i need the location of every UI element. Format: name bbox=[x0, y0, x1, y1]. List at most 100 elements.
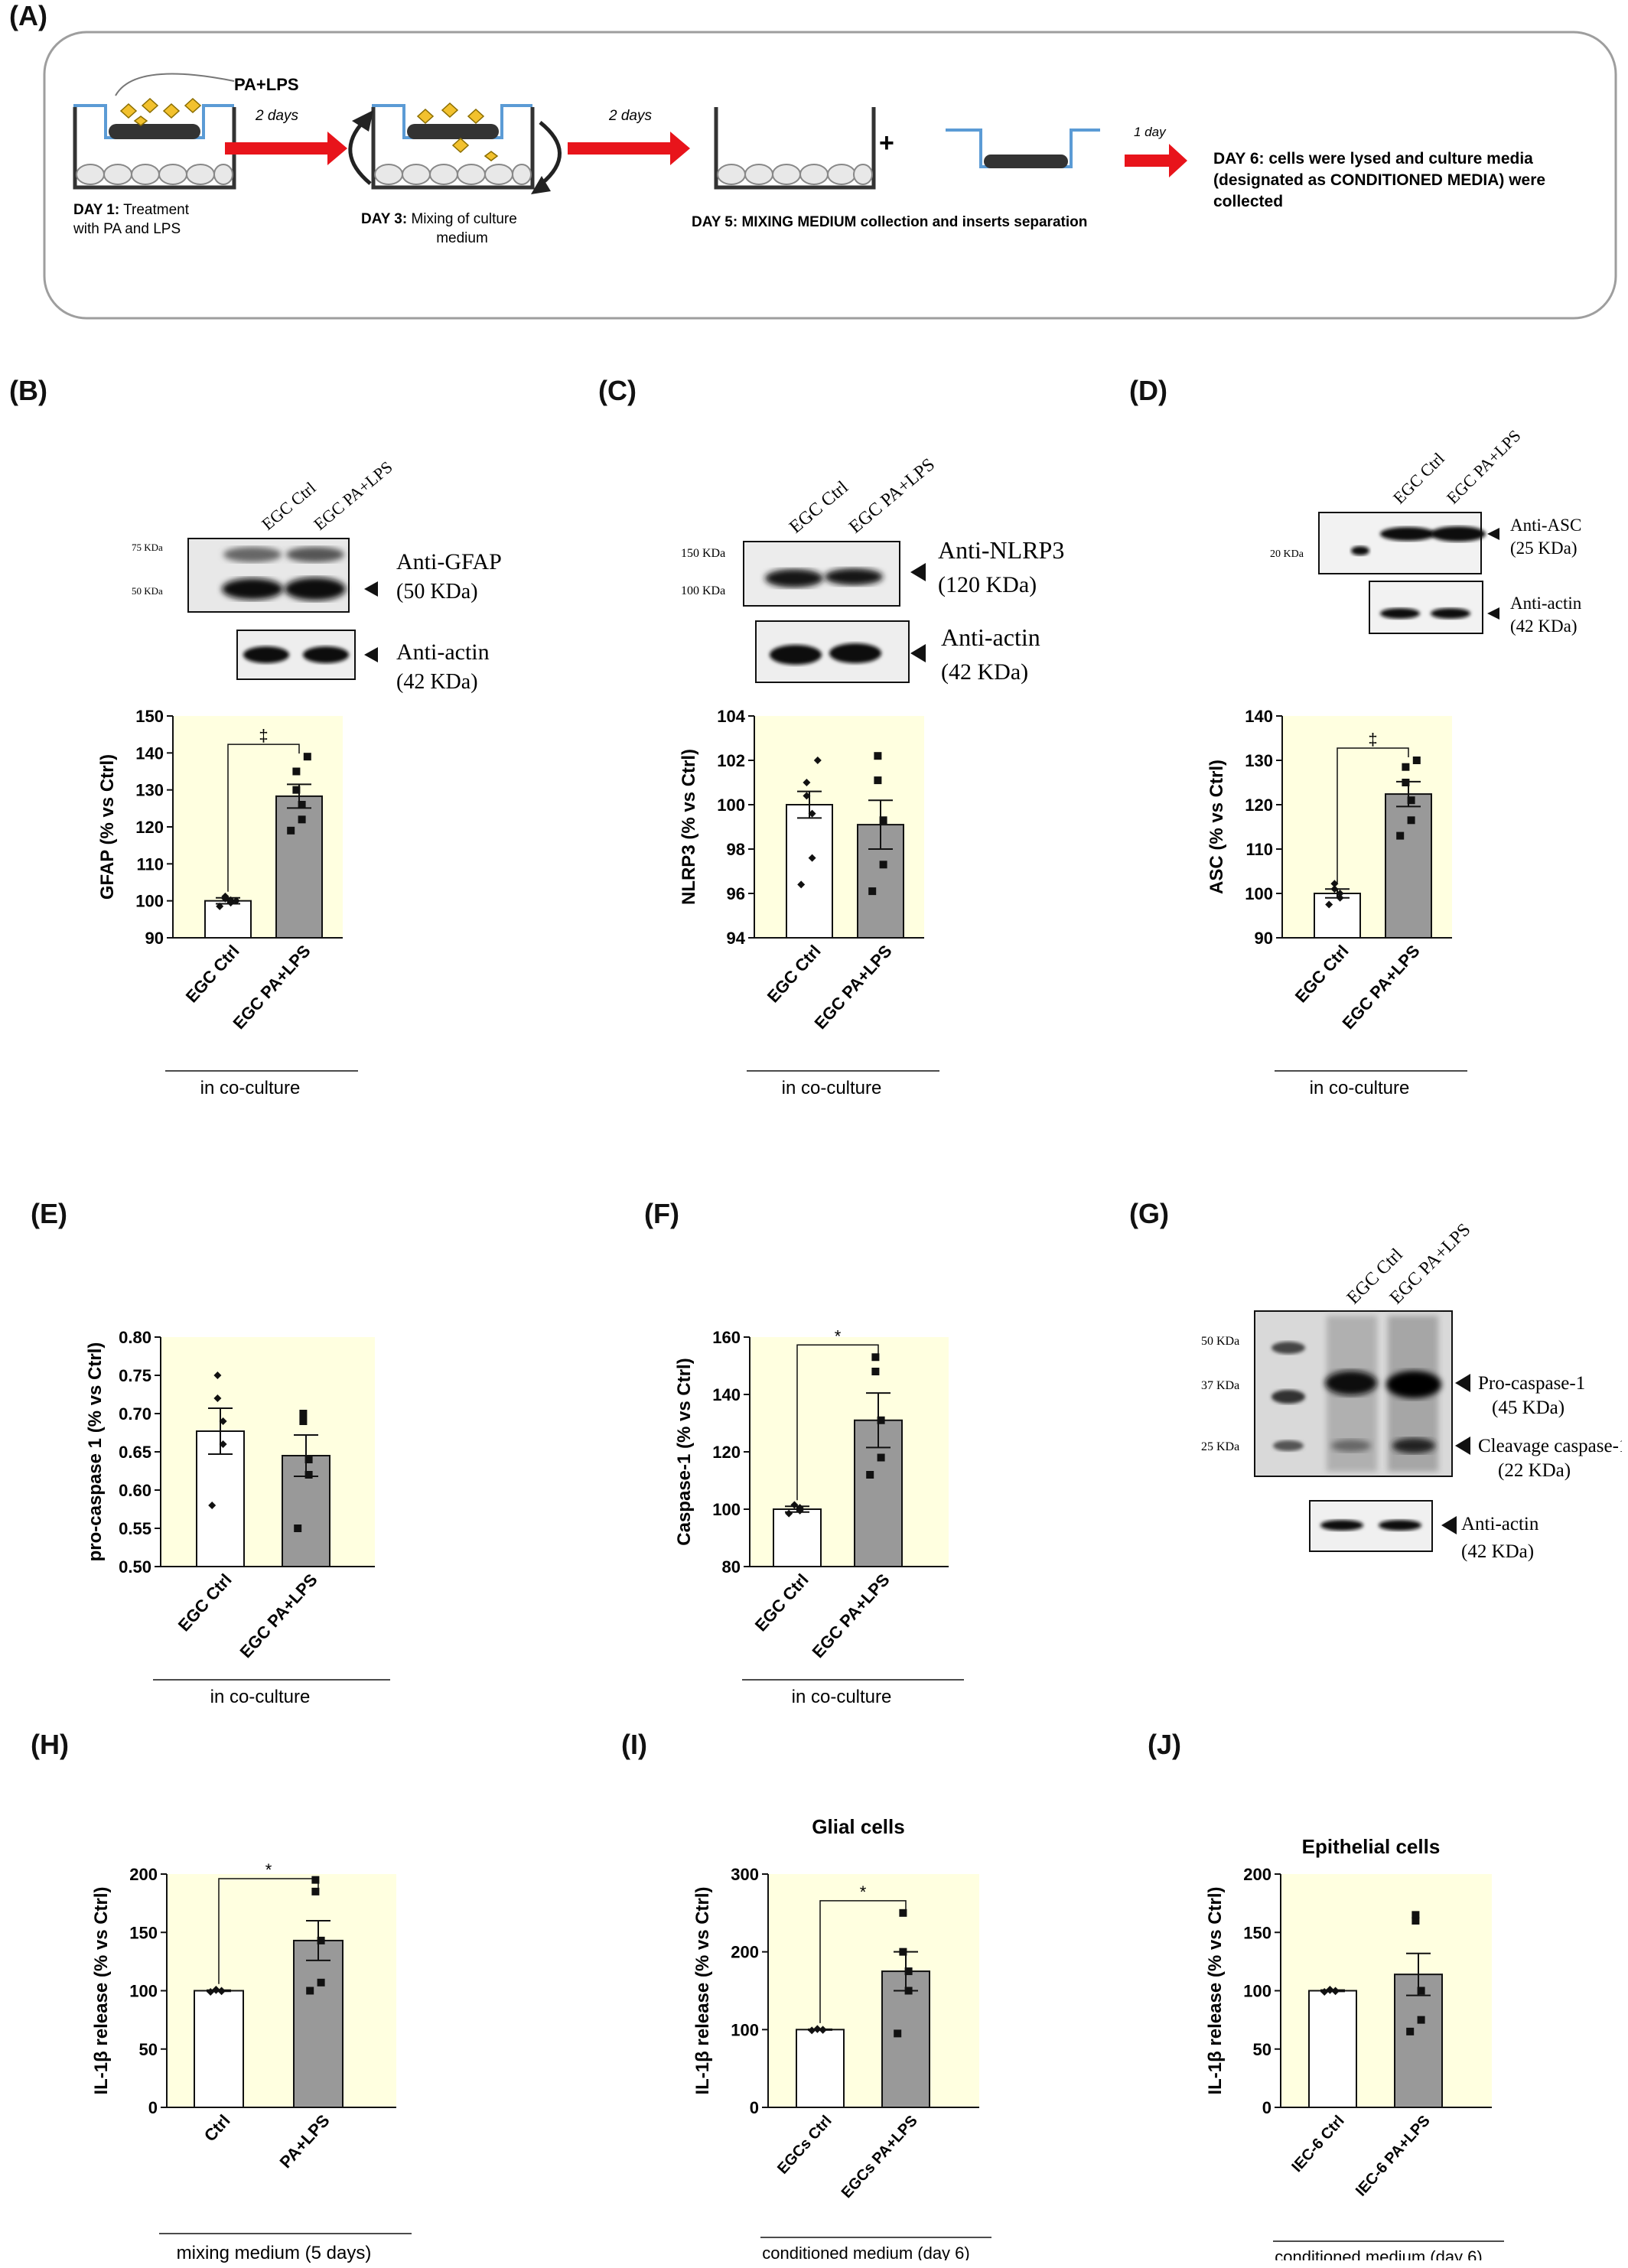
mixing-arrow-right bbox=[539, 121, 562, 185]
marker-label: 37 KDa bbox=[1201, 1379, 1239, 1392]
data-point bbox=[207, 1988, 215, 1996]
cell-monolayer bbox=[76, 164, 233, 185]
mixing-arrow-left bbox=[348, 119, 372, 185]
data-point bbox=[813, 2025, 822, 2033]
data-point bbox=[221, 892, 230, 900]
y-tick-label: 300 bbox=[731, 1865, 759, 1884]
significance-bracket bbox=[218, 1878, 319, 1984]
antibody-label: Anti-actin bbox=[941, 623, 1040, 651]
day3-caption: DAY 3: Mixing of culture bbox=[361, 211, 517, 227]
marker-label: 100 KDa bbox=[681, 584, 725, 597]
y-tick-label: 94 bbox=[727, 929, 746, 948]
data-point bbox=[299, 1417, 308, 1425]
data-point bbox=[1407, 816, 1415, 825]
band-size-label: (22 KDa) bbox=[1498, 1460, 1571, 1481]
data-point bbox=[299, 1410, 308, 1417]
y-axis-label: GFAP (% vs Ctrl) bbox=[97, 754, 118, 900]
y-tick-label: 160 bbox=[712, 1328, 741, 1347]
y-tick-label: 150 bbox=[129, 1923, 158, 1942]
y-tick-label: 100 bbox=[1243, 1982, 1271, 2001]
western-blot-g: EGC Ctrl EGC PA+LPS 50 KDa 37 KDa 25 KDa… bbox=[1201, 1220, 1622, 1562]
y-tick-label: 98 bbox=[727, 840, 745, 859]
bar bbox=[1308, 1990, 1357, 2108]
panel-label-f: (F) bbox=[644, 1198, 679, 1229]
data-point bbox=[879, 816, 887, 825]
data-point bbox=[790, 1501, 799, 1509]
band-size-label: (42 KDa) bbox=[941, 659, 1028, 685]
data-point bbox=[208, 1502, 217, 1509]
lane-label: EGC PA+LPS bbox=[1443, 426, 1525, 508]
y-tick-label: 0 bbox=[148, 2098, 158, 2117]
y-tick-label: 102 bbox=[717, 751, 745, 770]
cleaved-caspase-band bbox=[1392, 1438, 1435, 1453]
y-tick-label: 100 bbox=[712, 1500, 741, 1519]
data-point bbox=[1336, 893, 1344, 902]
data-point bbox=[1331, 1987, 1340, 1995]
y-axis-label: IL-1β release (% vs Ctrl) bbox=[1205, 1886, 1226, 2094]
data-point bbox=[306, 1987, 314, 1995]
significance-marker: ‡ bbox=[1368, 730, 1377, 749]
panel-label-h: (H) bbox=[31, 1729, 69, 1760]
data-point bbox=[219, 1440, 227, 1448]
y-tick-label: 90 bbox=[145, 929, 164, 948]
arrow3 bbox=[1125, 144, 1187, 177]
band-size-label: (50 KDa) bbox=[396, 580, 478, 604]
category-label: IEC-6 Ctrl bbox=[1288, 2113, 1347, 2175]
data-point bbox=[899, 1908, 907, 1917]
marker-label: 25 KDa bbox=[1201, 1440, 1239, 1453]
data-point bbox=[899, 1947, 907, 1956]
panel-label-a: (A) bbox=[9, 0, 47, 31]
data-point bbox=[317, 1936, 325, 1944]
bar bbox=[1394, 1974, 1443, 2108]
gfap-band bbox=[285, 578, 346, 600]
arrow2-label: 2 days bbox=[608, 108, 652, 124]
significance-marker: * bbox=[835, 1326, 842, 1346]
band-label: Pro-caspase-1 bbox=[1478, 1373, 1585, 1394]
marker-label: 20 KDa bbox=[1270, 548, 1304, 560]
antibody-label: Anti-actin bbox=[396, 639, 490, 665]
chart-title: Glial cells bbox=[812, 1815, 904, 1838]
data-point bbox=[216, 902, 224, 910]
data-point bbox=[904, 1967, 913, 1976]
data-point bbox=[213, 1394, 222, 1402]
bar bbox=[857, 824, 904, 939]
y-tick-label: 0.55 bbox=[119, 1519, 151, 1538]
group-label: in co-culture bbox=[782, 1078, 882, 1098]
western-blot-c: EGC Ctrl EGC PA+LPS 150 KDa 100 KDa Anti… bbox=[681, 454, 1064, 685]
pro-caspase-band bbox=[1386, 1371, 1441, 1398]
panel-label-g: (G) bbox=[1129, 1198, 1169, 1229]
data-point bbox=[292, 767, 301, 776]
chart-pro-caspase-1: 0.50 0.55 0.60 0.65 0.70 0.75 0.80 pro-caspase … bbox=[85, 1328, 390, 1707]
actin-band bbox=[829, 643, 881, 663]
lane-label: EGC Ctrl bbox=[1389, 449, 1448, 508]
data-point bbox=[298, 801, 306, 809]
lane-label: EGC Ctrl bbox=[786, 477, 852, 538]
western-blot-d: EGC Ctrl EGC PA+LPS 20 KDa Anti-ASC (25 … bbox=[1270, 426, 1582, 636]
data-point bbox=[1411, 1911, 1420, 1919]
well-day5 bbox=[714, 107, 876, 190]
data-point bbox=[219, 1417, 227, 1425]
bar bbox=[194, 1990, 244, 2108]
asc-band bbox=[1380, 527, 1435, 541]
data-point bbox=[808, 2026, 816, 2035]
data-point bbox=[797, 880, 806, 889]
y-tick-label: 140 bbox=[712, 1385, 741, 1404]
band-size-label: (45 KDa) bbox=[1492, 1398, 1565, 1418]
nlrp3-band bbox=[825, 568, 883, 585]
treatment-label: PA+LPS bbox=[234, 75, 299, 94]
lane-label: EGC Ctrl bbox=[258, 478, 319, 534]
day6-caption-line2: (designated as CONDITIONED MEDIA) were bbox=[1213, 171, 1545, 189]
well-day1 bbox=[73, 97, 236, 190]
band-label: Cleavage caspase-1 bbox=[1478, 1436, 1622, 1456]
data-point bbox=[303, 753, 311, 761]
data-point bbox=[1402, 779, 1410, 786]
category-label: EGC Ctrl bbox=[764, 942, 825, 1007]
y-tick-label: 100 bbox=[135, 892, 164, 911]
data-point bbox=[894, 2029, 902, 2038]
group-label: in co-culture bbox=[1310, 1078, 1410, 1098]
category-label: EGC PA+LPS bbox=[809, 1570, 894, 1662]
data-point bbox=[213, 1372, 222, 1379]
significance-bracket bbox=[819, 1900, 907, 2023]
data-point bbox=[1396, 831, 1405, 840]
day6-caption: DAY 6: cells were lysed and culture medi… bbox=[1213, 150, 1533, 168]
